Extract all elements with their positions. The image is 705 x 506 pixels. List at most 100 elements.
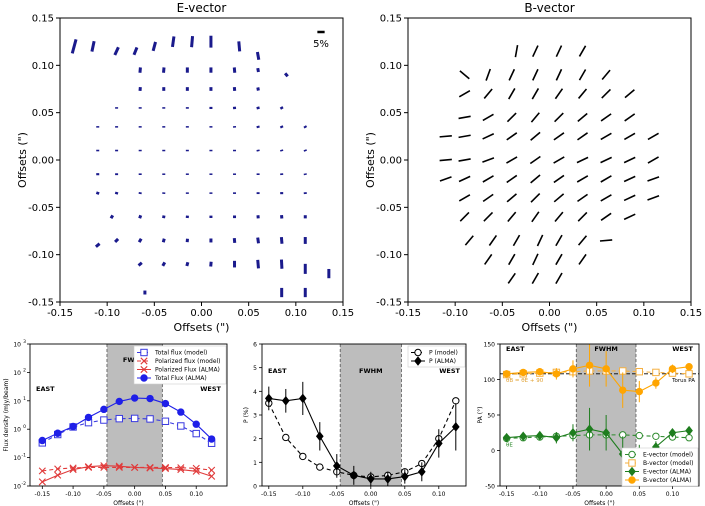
legend-label: Polarized Flux (ALMA) xyxy=(155,367,220,374)
data-point xyxy=(161,417,170,425)
flux-panel: FWHMEASTWEST-0.15-0.10-0.050.000.050.101… xyxy=(3,339,228,506)
y-tick-label: 0.10 xyxy=(32,61,54,72)
data-point xyxy=(552,370,561,378)
y-tick-label: 0 xyxy=(491,448,495,455)
x-tick-label: -0.05 xyxy=(565,491,581,498)
legend-label: B-vector (model) xyxy=(643,460,693,467)
polarization-vector xyxy=(114,191,119,195)
polarization-vector xyxy=(532,253,539,266)
polarization-vector xyxy=(600,212,612,221)
polarization-vector xyxy=(576,156,589,164)
fwhm-label: FWHM xyxy=(594,345,618,353)
data-point xyxy=(115,414,123,423)
y-tick-label: 3 xyxy=(253,413,257,420)
y-tick-label: 0.05 xyxy=(32,108,54,119)
x-axis-label: Offsets (") xyxy=(584,500,615,506)
polarization-vector xyxy=(514,44,519,58)
polarization-vector xyxy=(506,112,517,123)
data-point xyxy=(602,427,610,438)
polarization-vector xyxy=(599,239,613,242)
data-point xyxy=(585,424,594,435)
polarization-vector xyxy=(483,88,493,99)
polarization-vector xyxy=(576,175,589,183)
polarization-vector xyxy=(577,211,588,222)
polarization-vector xyxy=(600,194,612,202)
polarization-vector xyxy=(138,214,143,219)
data-point xyxy=(115,462,123,470)
flux-frame xyxy=(29,343,228,487)
polarization-vector xyxy=(283,72,289,78)
polarization-vector xyxy=(482,175,494,183)
polarization-vector xyxy=(553,132,565,141)
polarization-vector xyxy=(256,67,260,73)
legend-label: E-vector (model) xyxy=(643,452,693,459)
polarization-vector xyxy=(536,234,544,247)
y-tick-label: -0.10 xyxy=(28,250,54,261)
polarization-vector xyxy=(279,125,284,129)
polarization-vector xyxy=(507,272,516,284)
y-tick-label: -0.05 xyxy=(28,203,54,214)
data-point xyxy=(349,470,358,481)
polarization-vector xyxy=(90,40,96,52)
y-tick-label: 10 xyxy=(13,484,21,491)
polarization-vector xyxy=(512,234,521,247)
polarization-vector xyxy=(555,272,563,285)
data-point xyxy=(383,474,392,484)
x-axis-label: Offsets (") xyxy=(113,500,144,506)
y-tick-label: 0.15 xyxy=(380,14,402,25)
bvec-panel: -0.15 -0.10 -0.05 0.00 0.05 0.10 0.15 -0.15 -0.1… xyxy=(364,1,702,334)
polarization-vector xyxy=(555,234,563,247)
data-point xyxy=(161,463,170,472)
polarization-vector xyxy=(170,36,176,48)
series-line xyxy=(268,400,457,478)
polarization-vector xyxy=(601,88,612,99)
x-tick-label: 0.10 xyxy=(285,308,307,319)
y-tick-exponent: -1 xyxy=(22,453,27,459)
polarization-vector xyxy=(555,68,563,81)
x-tick-label: -0.05 xyxy=(141,308,167,319)
polarization-vector xyxy=(601,69,611,81)
data-point xyxy=(131,463,139,472)
x-tick-label: -0.15 xyxy=(261,491,277,498)
y-tick-exponent: 2 xyxy=(23,367,26,373)
data-point xyxy=(652,379,660,387)
polarization-vector xyxy=(161,261,167,267)
series-line xyxy=(42,466,212,472)
polarization-vector xyxy=(94,242,101,248)
y-tick-label: 0.00 xyxy=(32,156,54,167)
data-point xyxy=(146,415,154,423)
polarization-vector xyxy=(137,261,143,267)
polarization-vector xyxy=(482,157,495,163)
y-tick-label: -0.05 xyxy=(376,203,402,214)
data-point xyxy=(519,431,528,442)
x-tick-label: 0.10 xyxy=(666,491,680,498)
west-label: WEST xyxy=(439,367,460,375)
polarization-vector xyxy=(506,174,518,184)
polarization-vector xyxy=(482,113,494,122)
y-tick-label: 0.10 xyxy=(380,61,402,72)
polarization-vector xyxy=(458,115,471,120)
west-label: WEST xyxy=(200,385,221,393)
polarization-vector xyxy=(484,253,493,265)
polarization-vector xyxy=(577,132,588,141)
x-tick-label: 0.15 xyxy=(332,308,354,319)
y-tick-label: 2 xyxy=(253,436,257,443)
evec-panel: -0.15 -0.10 -0.05 0.00 0.05 0.10 0.15 -0.15 -0.1… xyxy=(16,1,354,334)
polarization-vector xyxy=(647,156,659,164)
polarization-vector xyxy=(488,234,498,246)
legend-label: P (ALMA) xyxy=(429,358,456,365)
data-point xyxy=(192,420,200,428)
legend-label: E-vector (ALMA) xyxy=(643,469,691,476)
data-point xyxy=(685,370,693,378)
data-point xyxy=(115,463,123,472)
data-point xyxy=(207,435,216,443)
data-point xyxy=(192,464,200,472)
data-point xyxy=(264,393,273,404)
polarization-vector xyxy=(256,237,260,244)
polarization-vector xyxy=(109,214,115,220)
polarization-vector xyxy=(554,211,564,223)
y-tick-exponent: 1 xyxy=(23,396,26,402)
data-point xyxy=(452,397,460,405)
